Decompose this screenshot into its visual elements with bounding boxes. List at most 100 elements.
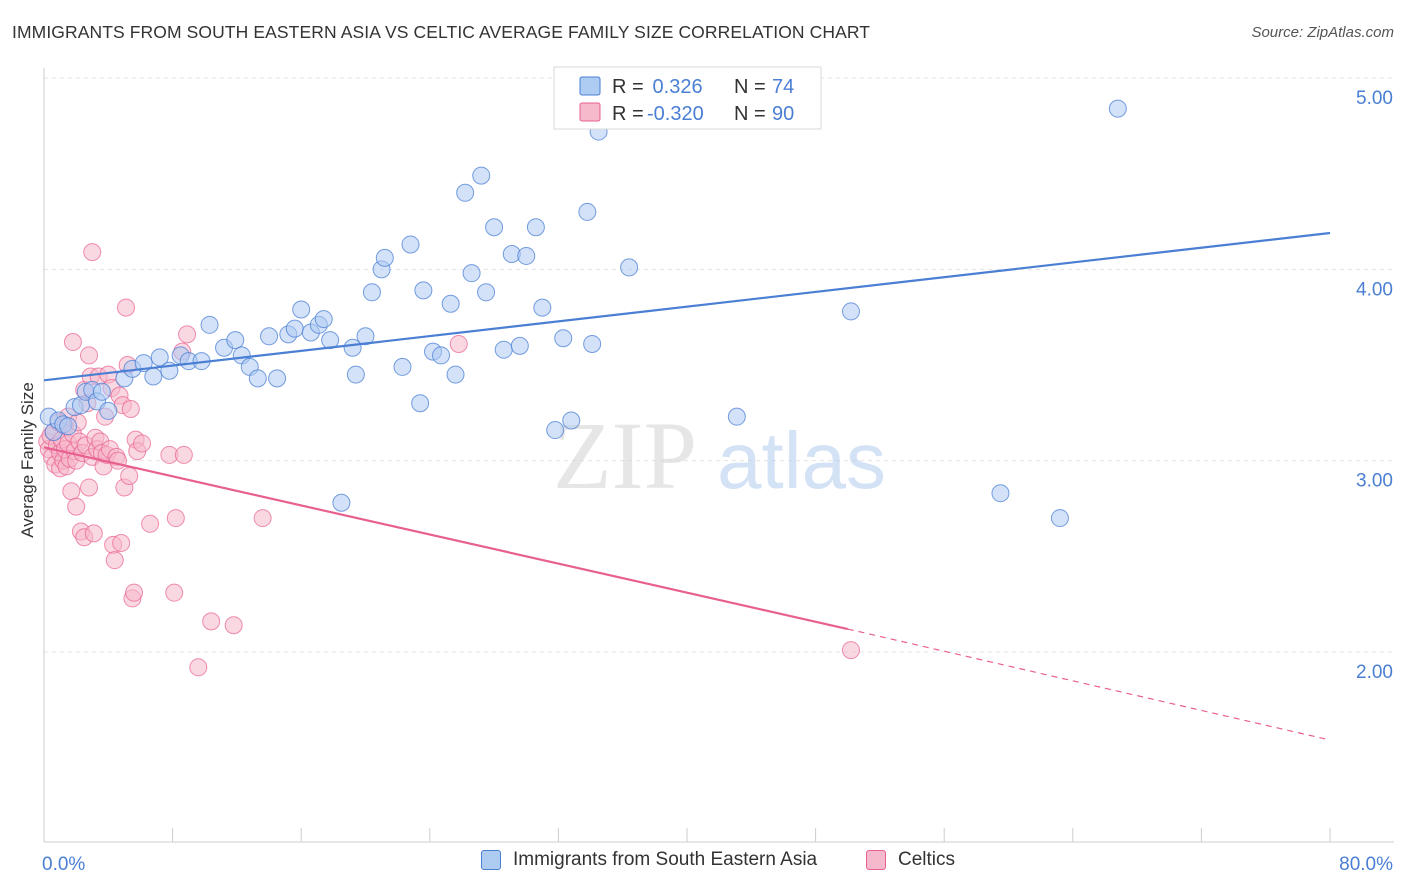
legend-top: R = 0.326 N = 74 R = -0.320 N = 90 [553,66,822,130]
celtics-point-54 [112,533,131,552]
celtics-point-19 [63,333,82,352]
y-tick-label-0: 2.00 [1356,662,1393,683]
immigrants-point-34 [314,310,333,329]
immigrants-point-65 [578,202,597,221]
celtics-point-71 [174,445,193,464]
y-tick-labels: 2.00 3.00 4.00 5.00 [1356,88,1393,683]
legend-swatch-pink [579,102,601,122]
celtics-point-74 [202,612,221,631]
legend-n-value-2: 90 [772,103,794,125]
legend-swatch-celtics [866,850,886,870]
celtics-point-73 [189,658,208,677]
immigrants-point-21 [200,315,219,334]
immigrants-point-64 [562,411,581,430]
immigrants-point-30 [285,319,304,338]
immigrants-point-36 [332,493,351,512]
immigrants-point-71 [991,484,1010,503]
immigrants-point-49 [441,294,460,313]
immigrants-point-51 [456,183,475,202]
celtics-point-52 [108,451,127,470]
y-tick-label-2: 4.00 [1356,279,1393,300]
legend-label-immigrants: Immigrants from South Eastern Asia [513,849,818,870]
immigrants-point-10 [92,382,111,401]
legend-r-label-2: R = [612,103,644,125]
celtics-point-76 [253,509,272,528]
immigrants-point-31 [292,300,311,319]
immigrants-point-50 [446,365,465,384]
immigrants-point-39 [356,327,375,346]
x-tick-label-1: 80.0% [1339,854,1393,875]
immigrants-point-40 [362,283,381,302]
immigrants-point-11 [99,401,118,420]
y-tick-label-3: 5.00 [1356,88,1393,109]
y-axis-label: Average Family Size [18,382,37,538]
immigrants-point-16 [150,348,169,367]
celtics-point-69 [166,509,185,528]
immigrants-point-44 [401,235,420,254]
legend-n-value-1: 74 [772,76,794,98]
legend-item-celtics: Celtics [866,849,955,871]
watermark-atlas: atlas [717,416,886,505]
celtics-point-57 [116,298,135,317]
celtics-point-72 [178,325,197,344]
legend-item-immigrants: Immigrants from South Eastern Asia [481,849,817,871]
trend-line-celtics [43,446,848,631]
legend-n-label-1: N = [734,76,766,98]
immigrants-point-42 [375,248,394,267]
immigrants-point-60 [526,218,545,237]
immigrants-point-26 [248,369,267,388]
legend-n-label-2: N = [734,103,766,125]
trend-line-immigrants [43,231,1331,382]
legend-r-label-1: R = [612,76,644,98]
immigrants-point-66 [583,334,602,353]
immigrants-point-58 [510,336,529,355]
x-tick-label-0: 0.0% [42,854,85,875]
immigrants-point-43 [393,357,412,376]
immigrants-point-68 [620,258,639,277]
legend-r-value-1: 0.326 [647,76,703,98]
celtics-point-35 [83,243,102,262]
immigrants-point-28 [268,369,287,388]
legend-label-celtics: Celtics [898,849,956,870]
celtics-point-33 [80,478,99,497]
immigrants-point-59 [517,246,536,265]
immigrants-point-61 [533,298,552,317]
immigrants-point-69 [727,407,746,426]
immigrants-point-23 [226,331,245,350]
celtics-point-59 [120,466,139,485]
source-label: Source: ZipAtlas.com [1251,24,1394,41]
immigrants-point-15 [144,367,163,386]
legend-bottom: Immigrants from South Eastern Asia Celti… [0,849,1406,879]
celtics-point-18 [62,482,81,501]
immigrants-point-62 [546,421,565,440]
x-tick-labels: 0.0% 80.0% [42,854,1393,875]
immigrants-point-46 [414,281,433,300]
legend-r-value-2: -0.320 [647,103,704,125]
immigrants-point-45 [411,394,430,413]
celtics-point-60 [121,400,140,419]
celtics-point-32 [80,346,99,365]
legend-swatch-blue [579,76,601,96]
immigrants-point-48 [432,346,451,365]
immigrants-point-72 [1050,509,1069,528]
immigrants-point-27 [260,327,279,346]
legend-swatch-immigrants [481,850,501,870]
immigrants-point-4 [59,417,78,436]
chart-title: IMMIGRANTS FROM SOUTH EASTERN ASIA VS CE… [12,22,871,42]
celtics-point-22 [67,497,86,516]
celtics-point-78 [841,641,860,660]
celtics-point-77 [449,334,468,353]
immigrants-point-55 [485,218,504,237]
immigrants-point-63 [554,329,573,348]
immigrants-point-73 [1108,99,1127,118]
immigrants-point-38 [346,365,365,384]
celtics-point-50 [105,551,124,570]
immigrants-point-56 [494,340,513,359]
immigrants-point-70 [841,302,860,321]
celtics-point-62 [125,583,144,602]
celtics-point-75 [224,616,243,635]
celtics-point-65 [133,434,152,453]
trend-lines [43,231,1331,741]
y-tick-label-1: 3.00 [1356,471,1393,492]
